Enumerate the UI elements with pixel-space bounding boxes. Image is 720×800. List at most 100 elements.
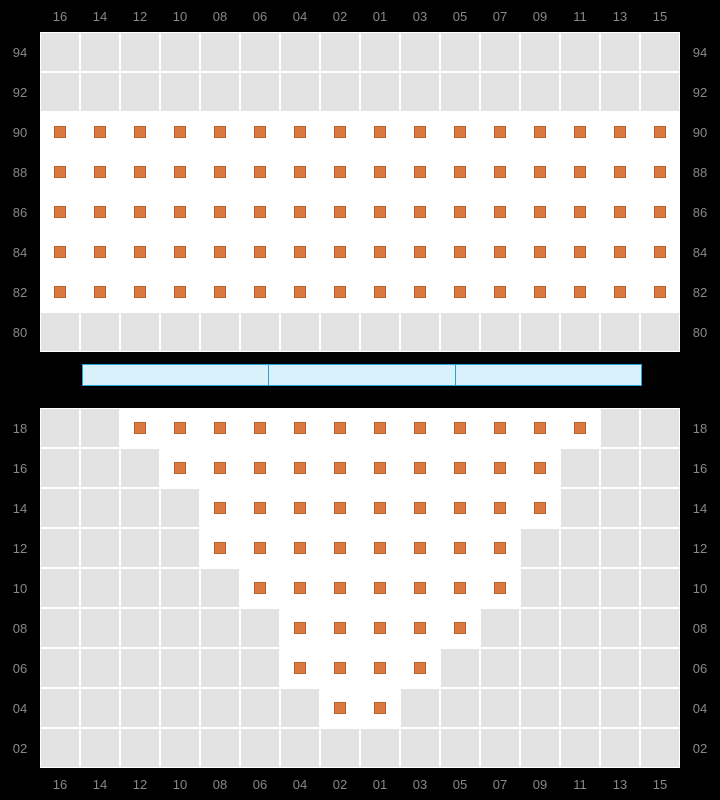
seat[interactable] [200,528,240,568]
seat[interactable] [400,528,440,568]
seat[interactable] [480,152,520,192]
seat[interactable] [440,488,480,528]
seat[interactable] [600,192,640,232]
seat[interactable] [440,448,480,488]
seat[interactable] [360,648,400,688]
seat[interactable] [280,408,320,448]
seat[interactable] [520,448,560,488]
seat[interactable] [640,272,680,312]
seat[interactable] [200,232,240,272]
seat[interactable] [40,232,80,272]
seat[interactable] [360,448,400,488]
seat[interactable] [440,152,480,192]
seat[interactable] [120,192,160,232]
seat[interactable] [360,232,400,272]
seat[interactable] [480,232,520,272]
seat[interactable] [480,448,520,488]
seat[interactable] [560,192,600,232]
seat[interactable] [560,272,600,312]
seat[interactable] [440,528,480,568]
seat[interactable] [440,568,480,608]
seat[interactable] [280,568,320,608]
seat[interactable] [440,192,480,232]
seat[interactable] [520,408,560,448]
seat[interactable] [280,112,320,152]
seat[interactable] [400,568,440,608]
seat[interactable] [400,448,440,488]
seat[interactable] [360,528,400,568]
seat[interactable] [360,272,400,312]
seat[interactable] [640,192,680,232]
seat[interactable] [120,272,160,312]
seat[interactable] [240,232,280,272]
seat[interactable] [560,232,600,272]
seat[interactable] [520,112,560,152]
seat[interactable] [40,192,80,232]
seat[interactable] [200,488,240,528]
seat[interactable] [400,112,440,152]
seat[interactable] [560,408,600,448]
seat[interactable] [480,488,520,528]
seat[interactable] [160,152,200,192]
seat[interactable] [400,488,440,528]
seat[interactable] [40,152,80,192]
seat[interactable] [160,232,200,272]
seat[interactable] [240,192,280,232]
seat[interactable] [120,232,160,272]
seat[interactable] [600,112,640,152]
seat[interactable] [400,232,440,272]
seat[interactable] [480,408,520,448]
seat[interactable] [240,528,280,568]
seat[interactable] [200,448,240,488]
seat[interactable] [320,648,360,688]
seat[interactable] [320,608,360,648]
seat[interactable] [120,152,160,192]
seat[interactable] [280,272,320,312]
seat[interactable] [480,528,520,568]
seat[interactable] [320,192,360,232]
seat[interactable] [480,568,520,608]
seat[interactable] [320,488,360,528]
seat[interactable] [560,152,600,192]
seat[interactable] [80,152,120,192]
seat[interactable] [80,272,120,312]
seat[interactable] [280,152,320,192]
seat[interactable] [520,272,560,312]
seat[interactable] [200,272,240,312]
seat[interactable] [640,232,680,272]
seat[interactable] [360,688,400,728]
seat[interactable] [200,152,240,192]
seat[interactable] [80,192,120,232]
seat[interactable] [280,528,320,568]
seat[interactable] [600,152,640,192]
seat[interactable] [320,272,360,312]
seat[interactable] [320,688,360,728]
seat[interactable] [240,448,280,488]
seat[interactable] [360,488,400,528]
seat[interactable] [480,272,520,312]
seat[interactable] [560,112,600,152]
seat[interactable] [160,448,200,488]
seat[interactable] [360,568,400,608]
seat[interactable] [280,192,320,232]
seat[interactable] [360,152,400,192]
seat[interactable] [240,488,280,528]
seat[interactable] [160,192,200,232]
seat[interactable] [160,272,200,312]
seat[interactable] [520,232,560,272]
seat[interactable] [600,272,640,312]
seat[interactable] [520,152,560,192]
seat[interactable] [280,232,320,272]
seat[interactable] [320,448,360,488]
seat[interactable] [320,232,360,272]
seat[interactable] [520,488,560,528]
seat[interactable] [240,272,280,312]
seat[interactable] [480,112,520,152]
seat[interactable] [280,648,320,688]
seat[interactable] [160,112,200,152]
seat[interactable] [40,272,80,312]
seat[interactable] [440,408,480,448]
seat[interactable] [240,568,280,608]
seat[interactable] [280,448,320,488]
seat[interactable] [40,112,80,152]
